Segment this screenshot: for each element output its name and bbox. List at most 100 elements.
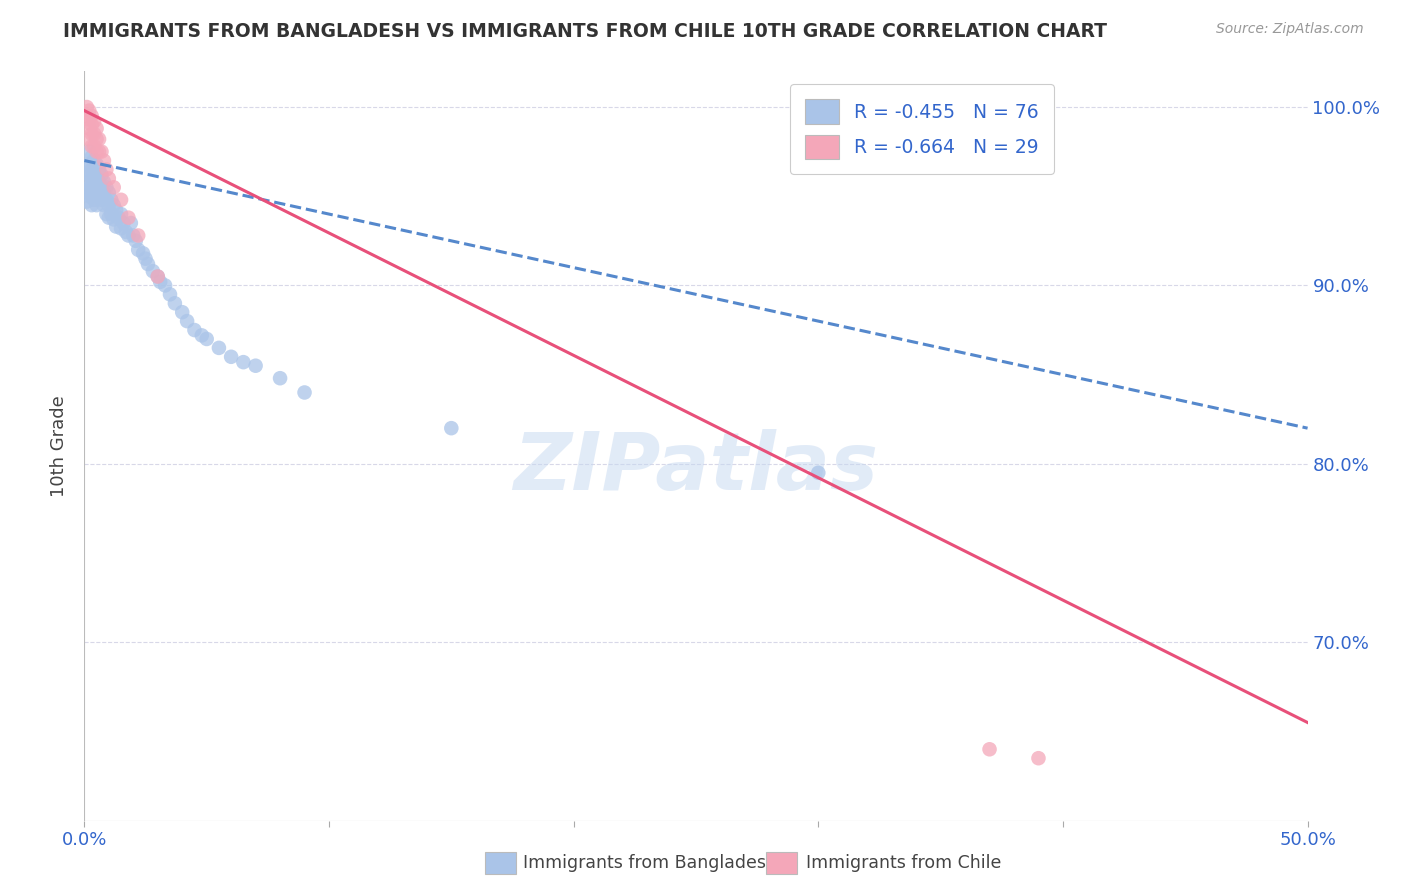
- Point: [83, 193, 105, 207]
- Point: [87, 132, 110, 146]
- Point: [83, 114, 105, 128]
- Point: [807, 466, 830, 480]
- Point: [93, 198, 115, 212]
- Point: [103, 180, 125, 194]
- Text: ZIPatlas: ZIPatlas: [513, 429, 879, 508]
- Point: [219, 350, 242, 364]
- Point: [146, 269, 169, 284]
- Point: [77, 145, 100, 159]
- Point: [90, 168, 112, 182]
- Point: [97, 186, 120, 200]
- Text: IMMIGRANTS FROM BANGLADESH VS IMMIGRANTS FROM CHILE 10TH GRADE CORRELATION CHART: IMMIGRANTS FROM BANGLADESH VS IMMIGRANTS…: [63, 22, 1108, 41]
- Point: [86, 157, 108, 171]
- Point: [96, 180, 118, 194]
- Point: [176, 314, 198, 328]
- Point: [80, 150, 103, 164]
- Point: [80, 171, 103, 186]
- Point: [80, 118, 103, 132]
- Point: [142, 264, 165, 278]
- Point: [80, 139, 103, 153]
- Point: [103, 212, 125, 227]
- Point: [83, 153, 105, 168]
- Point: [136, 257, 159, 271]
- Point: [1028, 751, 1050, 765]
- Point: [96, 162, 118, 177]
- Point: [97, 198, 120, 212]
- Point: [110, 221, 132, 235]
- Point: [122, 228, 145, 243]
- Point: [83, 139, 105, 153]
- Point: [125, 234, 148, 248]
- Point: [96, 207, 118, 221]
- Point: [232, 355, 254, 369]
- Point: [117, 211, 139, 225]
- Point: [132, 246, 155, 260]
- Point: [77, 168, 100, 182]
- Point: [80, 127, 103, 141]
- Point: [97, 211, 120, 225]
- Point: [96, 193, 118, 207]
- Point: [87, 162, 110, 177]
- Point: [245, 359, 267, 373]
- Point: [83, 127, 105, 141]
- Point: [76, 194, 98, 209]
- Point: [183, 323, 205, 337]
- Text: Immigrants from Bangladesh: Immigrants from Bangladesh: [523, 855, 778, 872]
- Legend: R = -0.455   N = 76, R = -0.664   N = 29: R = -0.455 N = 76, R = -0.664 N = 29: [790, 85, 1053, 174]
- Y-axis label: 10th Grade: 10th Grade: [49, 395, 67, 497]
- Point: [110, 207, 132, 221]
- Point: [127, 228, 149, 243]
- Point: [127, 243, 149, 257]
- Point: [80, 198, 103, 212]
- Point: [110, 193, 132, 207]
- Point: [77, 132, 100, 146]
- Point: [86, 198, 108, 212]
- Point: [107, 211, 129, 225]
- Point: [76, 100, 98, 114]
- Point: [93, 175, 115, 189]
- Point: [163, 296, 186, 310]
- Point: [172, 305, 194, 319]
- Point: [195, 332, 218, 346]
- Point: [159, 287, 181, 301]
- Point: [93, 186, 115, 200]
- Point: [86, 171, 108, 186]
- Point: [76, 109, 98, 123]
- Point: [77, 121, 100, 136]
- Point: [80, 189, 103, 203]
- Point: [97, 171, 120, 186]
- Point: [87, 145, 110, 159]
- Point: [77, 189, 100, 203]
- Point: [83, 168, 105, 182]
- Point: [76, 184, 98, 198]
- Point: [77, 112, 100, 127]
- Point: [191, 328, 214, 343]
- Point: [149, 275, 172, 289]
- Point: [269, 371, 291, 385]
- Point: [80, 162, 103, 177]
- Point: [77, 157, 100, 171]
- Point: [77, 180, 100, 194]
- Point: [77, 103, 100, 118]
- Point: [90, 145, 112, 159]
- Point: [146, 269, 169, 284]
- Point: [117, 228, 139, 243]
- Point: [86, 132, 108, 146]
- Point: [440, 421, 463, 435]
- Point: [100, 207, 122, 221]
- Point: [80, 180, 103, 194]
- Point: [979, 742, 1001, 756]
- Point: [87, 189, 110, 203]
- Point: [112, 216, 135, 230]
- Point: [76, 162, 98, 177]
- Point: [90, 193, 112, 207]
- Text: Immigrants from Chile: Immigrants from Chile: [806, 855, 1001, 872]
- Point: [105, 203, 128, 218]
- Point: [86, 145, 108, 159]
- Point: [208, 341, 231, 355]
- Point: [90, 180, 112, 194]
- Point: [100, 193, 122, 207]
- Point: [87, 175, 110, 189]
- Point: [105, 219, 128, 234]
- Point: [294, 385, 316, 400]
